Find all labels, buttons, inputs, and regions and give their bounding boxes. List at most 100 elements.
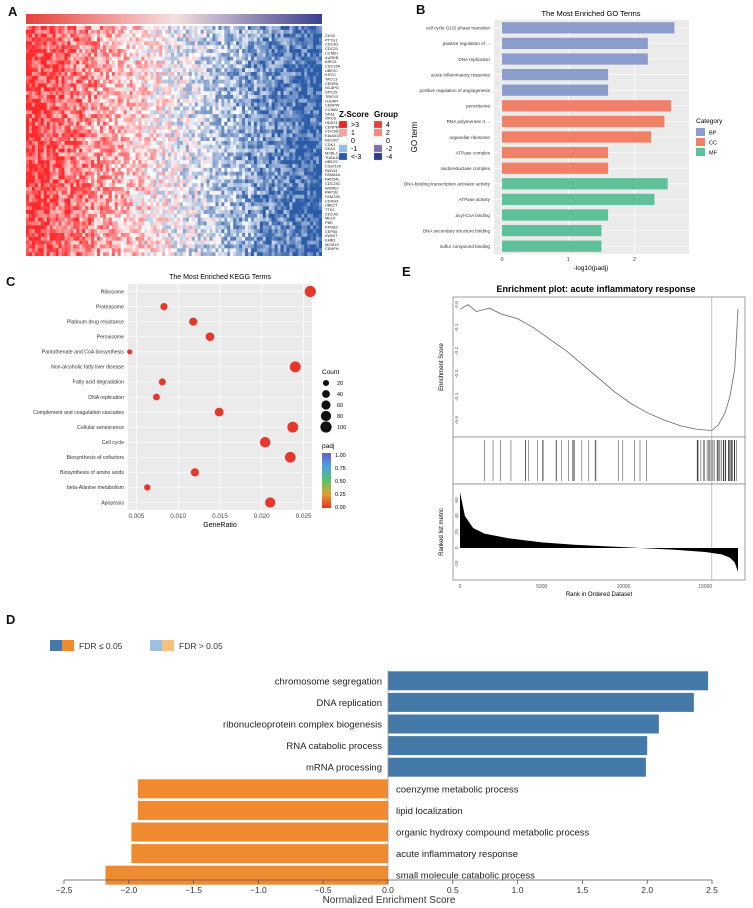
heatmap-cell [126, 244, 130, 249]
heatmap-cell [79, 144, 83, 149]
heatmap-cell [182, 121, 187, 126]
heatmap-cell [268, 118, 272, 123]
heatmap-cell [248, 68, 252, 73]
heatmap-cell [141, 29, 145, 34]
heatmap-cell [224, 148, 228, 153]
heatmap-cell [233, 118, 237, 123]
heatmap-cell [165, 236, 169, 241]
heatmap-cell [200, 167, 204, 172]
heatmap-cell [49, 221, 53, 226]
heatmap-cell [100, 106, 104, 111]
heatmap-cell [236, 52, 240, 57]
heatmap-cell [58, 29, 62, 34]
heatmap-cell [88, 229, 92, 234]
heatmap-cell [40, 144, 45, 149]
heatmap-cell [67, 110, 71, 115]
heatmap-cell [105, 37, 110, 42]
heatmap-cell [34, 148, 39, 153]
heatmap-cell [61, 148, 65, 153]
heatmap-cell [34, 244, 39, 249]
heatmap-cell [221, 217, 225, 222]
heatmap-cell [88, 198, 92, 203]
heatmap-cell [176, 37, 181, 42]
heatmap-cell [94, 137, 98, 142]
heatmap-cell [102, 98, 107, 103]
heatmap-cell [70, 152, 74, 157]
heatmap-cell [91, 144, 95, 149]
heatmap-cell [182, 179, 187, 184]
heatmap-cell [262, 213, 267, 218]
heatmap-cell [100, 190, 104, 195]
heatmap-cell [156, 64, 160, 69]
heatmap-cell [197, 125, 201, 130]
heatmap-cell [227, 240, 231, 245]
heatmap-cell [147, 190, 151, 195]
heatmap-cell [26, 229, 30, 234]
heatmap-cell [224, 210, 228, 215]
heatmap-cell [182, 213, 187, 218]
heatmap-cell [259, 236, 264, 241]
heatmap-cell [138, 129, 142, 134]
heatmap-cell [82, 164, 86, 169]
heatmap-cell [233, 133, 237, 138]
heatmap-cell [236, 41, 240, 46]
heatmap-cell [253, 225, 258, 230]
heatmap-cell [239, 244, 243, 249]
heatmap-cell [233, 114, 237, 119]
heatmap-cell [91, 68, 95, 73]
heatmap-cell [129, 102, 133, 107]
heatmap-cell [100, 72, 104, 77]
heatmap-cell [212, 133, 216, 138]
heatmap-cell [94, 217, 98, 222]
heatmap-cell [46, 52, 50, 57]
heatmap-cell [248, 56, 252, 61]
heatmap-cell [135, 45, 139, 50]
heatmap-cell [230, 133, 234, 138]
heatmap-cell [191, 83, 196, 88]
heatmap-cell [248, 49, 252, 54]
heatmap-cell [144, 175, 148, 180]
heatmap-cell [123, 202, 127, 207]
heatmap-cell [206, 29, 210, 34]
heatmap-cell [191, 118, 196, 123]
heatmap-cell [185, 110, 190, 115]
heatmap-cell [26, 64, 30, 69]
heatmap-cell [191, 171, 196, 176]
heatmap-cell [185, 26, 190, 31]
heatmap-cell [34, 194, 39, 199]
heatmap-cell [91, 79, 95, 84]
heatmap-cell [73, 72, 77, 77]
heatmap-cell [55, 187, 59, 192]
heatmap-cell [156, 133, 160, 138]
heatmap-cell [171, 175, 175, 180]
heatmap-cell [188, 233, 193, 238]
heatmap-cell [227, 64, 231, 69]
heatmap-cell [37, 125, 42, 130]
heatmap-cell [64, 194, 68, 199]
heatmap-cell [88, 33, 92, 38]
heatmap-cell [215, 221, 219, 226]
heatmap-cell [153, 171, 157, 176]
heatmap-cell [97, 240, 101, 245]
heatmap-cell [200, 114, 204, 119]
heatmap-cell [82, 87, 86, 92]
heatmap-cell [265, 79, 270, 84]
heatmap-cell [73, 233, 77, 238]
heatmap-cell [138, 217, 142, 222]
heatmap-cell [268, 248, 272, 253]
heatmap-cell [236, 141, 240, 146]
heatmap-cell [126, 26, 130, 31]
heatmap-cell [188, 187, 193, 192]
heatmap-cell [85, 217, 89, 222]
heatmap-cell [200, 171, 204, 176]
heatmap-cell [31, 187, 36, 192]
heatmap-cell [34, 198, 39, 203]
heatmap-cell [171, 91, 175, 96]
heatmap-cell [37, 49, 42, 54]
heatmap-cell [209, 171, 213, 176]
heatmap-cell [105, 187, 110, 192]
heatmap-cell [79, 202, 83, 207]
heatmap-cell [111, 106, 116, 111]
heatmap-cell [168, 248, 172, 253]
heatmap-cell [82, 202, 86, 207]
